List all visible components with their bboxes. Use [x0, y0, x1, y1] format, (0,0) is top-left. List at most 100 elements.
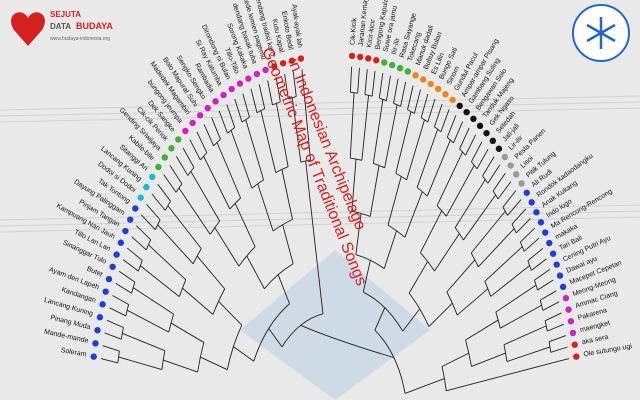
- branch: [164, 200, 171, 211]
- branch: [175, 156, 189, 176]
- branch: [169, 165, 183, 184]
- branch: [473, 373, 509, 384]
- branch: [311, 212, 317, 255]
- leaf-dot: [92, 340, 99, 347]
- branch: [284, 73, 289, 100]
- branch: [476, 148, 489, 169]
- leaf-dot: [495, 145, 503, 152]
- leaf-dot: [117, 239, 125, 246]
- leaf-dot: [463, 108, 470, 116]
- leaf-dot: [573, 353, 580, 360]
- leaf-dot: [196, 112, 204, 119]
- branch: [441, 366, 447, 391]
- branch: [495, 284, 537, 313]
- leaf-dot: [523, 189, 530, 196]
- branch: [196, 255, 226, 290]
- leaf-dot: [501, 153, 509, 161]
- leaf-dot: [94, 327, 101, 334]
- branch: [211, 117, 221, 140]
- branch: [234, 203, 256, 247]
- branch: [511, 208, 527, 225]
- branch: [427, 98, 436, 123]
- branch: [112, 295, 129, 305]
- branch: [275, 103, 289, 167]
- branch: [277, 274, 290, 304]
- branch: [196, 131, 208, 153]
- branch: [531, 258, 547, 271]
- branch: [420, 117, 429, 123]
- branch: [187, 167, 195, 176]
- branch: [446, 383, 475, 392]
- branch: [542, 301, 560, 311]
- leaf-dot: [533, 209, 540, 216]
- leaf-dot: [182, 127, 189, 135]
- branch: [106, 319, 124, 328]
- branch: [440, 109, 450, 133]
- branch: [446, 115, 457, 138]
- title-line: Geometric Map of Traditional Songs: [258, 45, 369, 288]
- branch: [362, 260, 371, 293]
- branch: [102, 345, 120, 352]
- branch: [453, 121, 464, 144]
- branch: [428, 302, 453, 327]
- branch: [350, 91, 358, 94]
- leaf-label: maengket: [579, 320, 611, 334]
- tree: [100, 66, 570, 394]
- branch: [203, 156, 231, 210]
- branch: [537, 279, 554, 291]
- leaf-dot: [567, 318, 575, 325]
- branch: [471, 161, 478, 170]
- branch: [404, 191, 423, 238]
- branch: [218, 301, 243, 326]
- leaf-dot: [513, 171, 520, 178]
- leaf-dot: [507, 162, 514, 169]
- branch: [495, 311, 501, 329]
- branch: [416, 187, 428, 197]
- branch: [446, 136, 454, 144]
- leaf-dot: [102, 288, 109, 295]
- branch: [364, 94, 373, 97]
- branch: [212, 288, 226, 315]
- branch: [319, 287, 324, 314]
- logo-text: DATA: [50, 22, 71, 31]
- branch: [520, 227, 536, 243]
- branch: [118, 356, 163, 371]
- branch: [465, 319, 499, 341]
- leaf-dot: [137, 194, 144, 201]
- branch: [178, 279, 187, 297]
- leaf-dot: [483, 129, 490, 137]
- branch: [349, 66, 353, 93]
- branch: [272, 101, 281, 106]
- leaf-dot: [373, 57, 380, 64]
- branch: [386, 75, 391, 101]
- branch: [178, 187, 211, 235]
- leaf-dot: [122, 227, 129, 235]
- branch: [238, 246, 256, 267]
- branch: [372, 99, 384, 164]
- branch: [406, 119, 425, 180]
- leaf-dot: [143, 183, 150, 191]
- branch: [547, 323, 564, 332]
- branch: [369, 165, 380, 217]
- leaf-label: Pakarena: [577, 307, 608, 322]
- leaf-dot: [365, 55, 372, 62]
- leaf-dot: [168, 145, 175, 152]
- branch: [471, 352, 506, 367]
- leaf-dot: [279, 60, 287, 67]
- logo-text: SEJUTA: [50, 10, 81, 19]
- branch: [544, 320, 548, 332]
- branch: [552, 358, 570, 364]
- leaf-dot: [220, 91, 227, 99]
- branch: [374, 307, 386, 331]
- branch: [506, 346, 551, 362]
- branch: [503, 325, 547, 346]
- branch: [434, 233, 460, 272]
- branch: [167, 205, 202, 249]
- leaf-dot: [155, 163, 162, 171]
- branch: [400, 81, 407, 107]
- branch: [138, 260, 143, 272]
- branch: [433, 103, 443, 127]
- branch: [126, 247, 143, 261]
- branch: [407, 85, 414, 110]
